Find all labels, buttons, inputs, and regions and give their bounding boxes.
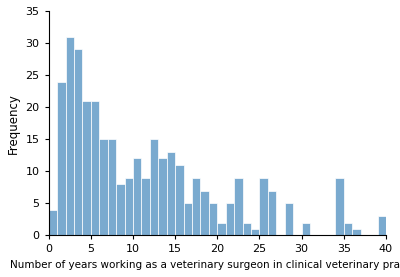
Bar bbox=[142, 178, 150, 235]
Bar bbox=[49, 210, 57, 235]
Bar bbox=[268, 191, 276, 235]
Y-axis label: Frequency: Frequency bbox=[7, 93, 20, 154]
Bar bbox=[74, 49, 82, 235]
Bar bbox=[243, 223, 251, 235]
Bar bbox=[200, 191, 209, 235]
Bar bbox=[158, 158, 167, 235]
Bar bbox=[344, 223, 352, 235]
Bar bbox=[82, 101, 91, 235]
Bar bbox=[251, 229, 260, 235]
Bar bbox=[57, 81, 66, 235]
Bar bbox=[285, 203, 293, 235]
Bar bbox=[335, 178, 344, 235]
Bar bbox=[108, 139, 116, 235]
Bar bbox=[234, 178, 243, 235]
Bar bbox=[150, 139, 158, 235]
Bar bbox=[302, 223, 310, 235]
Bar bbox=[260, 178, 268, 235]
Bar bbox=[133, 158, 142, 235]
Bar bbox=[226, 203, 234, 235]
Bar bbox=[124, 178, 133, 235]
Bar bbox=[192, 178, 200, 235]
Bar bbox=[352, 229, 361, 235]
Bar bbox=[217, 223, 226, 235]
Bar bbox=[184, 203, 192, 235]
Bar bbox=[175, 165, 184, 235]
Bar bbox=[66, 37, 74, 235]
Bar bbox=[209, 203, 217, 235]
Bar bbox=[378, 216, 386, 235]
Bar bbox=[99, 139, 108, 235]
X-axis label: Number of years working as a veterinary surgeon in clinical veterinary practice: Number of years working as a veterinary … bbox=[10, 260, 400, 270]
Bar bbox=[167, 152, 175, 235]
Bar bbox=[91, 101, 99, 235]
Bar bbox=[116, 184, 124, 235]
